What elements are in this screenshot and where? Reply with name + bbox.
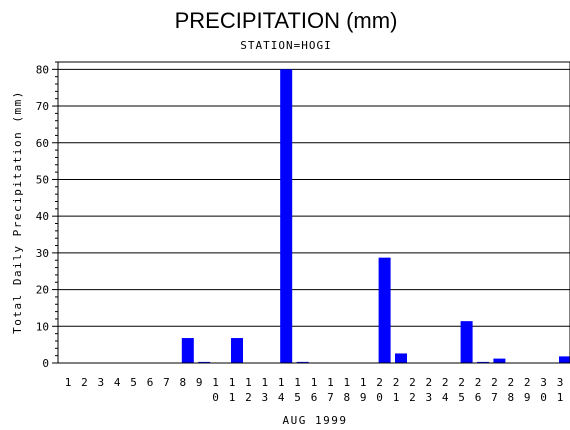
x-tick-label: 1 bbox=[65, 376, 72, 389]
x-tick-label: 4 bbox=[442, 391, 449, 404]
y-tick-label: 10 bbox=[36, 320, 49, 333]
bar bbox=[395, 353, 407, 363]
x-tick-label: 9 bbox=[360, 391, 367, 404]
x-tick-label: 1 bbox=[294, 376, 301, 389]
y-tick-label: 70 bbox=[36, 100, 49, 113]
x-tick-label: 3 bbox=[540, 376, 547, 389]
x-tick-label: 6 bbox=[311, 391, 318, 404]
x-tick-label: 7 bbox=[491, 391, 498, 404]
bar bbox=[296, 361, 309, 363]
y-tick-label: 50 bbox=[36, 173, 49, 186]
chart-title: PRECIPITATION (mm) bbox=[175, 8, 398, 33]
x-axis-label: AUG 1999 bbox=[283, 414, 348, 427]
x-tick-label: 2 bbox=[442, 376, 449, 389]
bar bbox=[493, 358, 506, 363]
bar bbox=[231, 338, 243, 363]
x-tick-label: 5 bbox=[130, 376, 137, 389]
x-tick-label: 2 bbox=[458, 376, 465, 389]
bar bbox=[477, 361, 489, 363]
x-tick-label: 1 bbox=[327, 376, 334, 389]
x-tick-label: 2 bbox=[245, 391, 252, 404]
x-tick-label: 2 bbox=[475, 376, 482, 389]
x-tick-label: 4 bbox=[114, 376, 121, 389]
bar bbox=[559, 356, 570, 363]
x-tick-label: 2 bbox=[376, 376, 383, 389]
x-tick-label: 2 bbox=[409, 376, 416, 389]
y-tick-label: 40 bbox=[36, 210, 49, 223]
x-tick-label: 7 bbox=[327, 391, 334, 404]
x-tick-label: 3 bbox=[425, 391, 432, 404]
x-tick-label: 1 bbox=[212, 376, 219, 389]
x-tick-label: 6 bbox=[147, 376, 154, 389]
x-tick-label: 6 bbox=[475, 391, 482, 404]
y-tick-label: 20 bbox=[36, 284, 49, 297]
bar bbox=[378, 257, 391, 363]
y-axis-label: Total Daily Precipitation (mm) bbox=[11, 90, 24, 334]
x-tick-label: 1 bbox=[261, 376, 268, 389]
x-tick-label: 3 bbox=[97, 376, 104, 389]
x-tick-label: 7 bbox=[163, 376, 170, 389]
x-tick-label: 0 bbox=[376, 391, 383, 404]
bar bbox=[280, 69, 293, 363]
x-tick-label: 1 bbox=[278, 376, 285, 389]
x-tick-label: 8 bbox=[507, 391, 514, 404]
y-tick-label: 60 bbox=[36, 137, 49, 150]
x-tick-label: 2 bbox=[425, 376, 432, 389]
bar bbox=[181, 338, 194, 363]
x-axis: 1 2 3 4 5 6 7 8 9 1011121314151617181920212223242… bbox=[65, 376, 564, 404]
x-tick-label: 1 bbox=[311, 376, 318, 389]
chart-subtitle: STATION=HOGI bbox=[240, 39, 331, 52]
x-tick-label: 8 bbox=[343, 391, 350, 404]
y-tick-label: 80 bbox=[36, 63, 49, 76]
x-tick-label: 0 bbox=[212, 391, 219, 404]
x-tick-label: 2 bbox=[491, 376, 498, 389]
x-tick-label: 8 bbox=[179, 376, 186, 389]
bar bbox=[460, 321, 473, 363]
gridlines bbox=[58, 68, 570, 327]
x-tick-label: 9 bbox=[524, 391, 531, 404]
x-tick-label: 1 bbox=[229, 391, 236, 404]
y-axis: 0 10 20 30 40 50 60 70 80 bbox=[36, 61, 58, 370]
x-tick-label: 1 bbox=[343, 376, 350, 389]
x-tick-label: 4 bbox=[278, 391, 285, 404]
x-tick-label: 3 bbox=[557, 376, 564, 389]
x-tick-label: 5 bbox=[458, 391, 465, 404]
bar bbox=[198, 361, 211, 363]
x-tick-label: 1 bbox=[360, 376, 367, 389]
x-tick-label: 5 bbox=[294, 391, 301, 404]
x-tick-label: 2 bbox=[81, 376, 88, 389]
x-tick-label: 0 bbox=[540, 391, 547, 404]
x-tick-label: 2 bbox=[507, 376, 514, 389]
y-tick-label: 30 bbox=[36, 247, 49, 260]
x-tick-label: 2 bbox=[524, 376, 531, 389]
x-tick-label: 9 bbox=[196, 376, 203, 389]
x-tick-label: 1 bbox=[229, 376, 236, 389]
plot-frame bbox=[57, 61, 570, 364]
x-tick-label: 1 bbox=[245, 376, 252, 389]
bars bbox=[181, 69, 570, 363]
x-tick-label: 1 bbox=[393, 391, 400, 404]
y-tick-label: 0 bbox=[42, 357, 49, 370]
x-tick-label: 1 bbox=[557, 391, 564, 404]
x-tick-label: 3 bbox=[261, 391, 268, 404]
x-tick-label: 2 bbox=[409, 391, 416, 404]
x-tick-label: 2 bbox=[393, 376, 400, 389]
